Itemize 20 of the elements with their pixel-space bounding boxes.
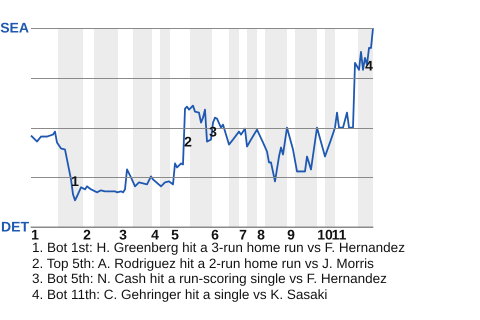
x-tick-label: 11 — [332, 226, 347, 242]
x-tick-label: 6 — [211, 226, 220, 242]
text: 1. Bot 1st: H. Greenberg hit a 3-run home run vs F. Hernandez — [32, 240, 405, 256]
x-tick-label: 3 — [119, 226, 128, 242]
x-tick-label: 4 — [151, 226, 160, 242]
x-tick-label: 1 — [31, 226, 40, 242]
annotation: 4 — [365, 58, 374, 74]
x-tick-label: 7 — [239, 226, 248, 242]
text: 3. Bot 5th: N. Cash hit a run-scoring single vs F. Hernandez — [32, 271, 388, 286]
ref-line-label: SEA — [0, 19, 29, 36]
x-tick-label: 10 — [317, 226, 333, 242]
x-tick-label: 9 — [287, 226, 296, 242]
text: 4. Bot 11th: C. Gehringer hit a single vs K. Sasaki — [32, 286, 328, 302]
ref-line-label: DET — [1, 218, 30, 234]
x-tick-label: 5 — [171, 226, 180, 242]
annotation: 2 — [184, 133, 192, 150]
x-tick-label: 2 — [83, 226, 92, 242]
text: 2. Top 5th: A. Rodriguez hit a 2-run home run vs J. Morris — [32, 256, 375, 271]
x-tick-label: 8 — [257, 226, 266, 242]
annotation: 1 — [71, 173, 80, 190]
